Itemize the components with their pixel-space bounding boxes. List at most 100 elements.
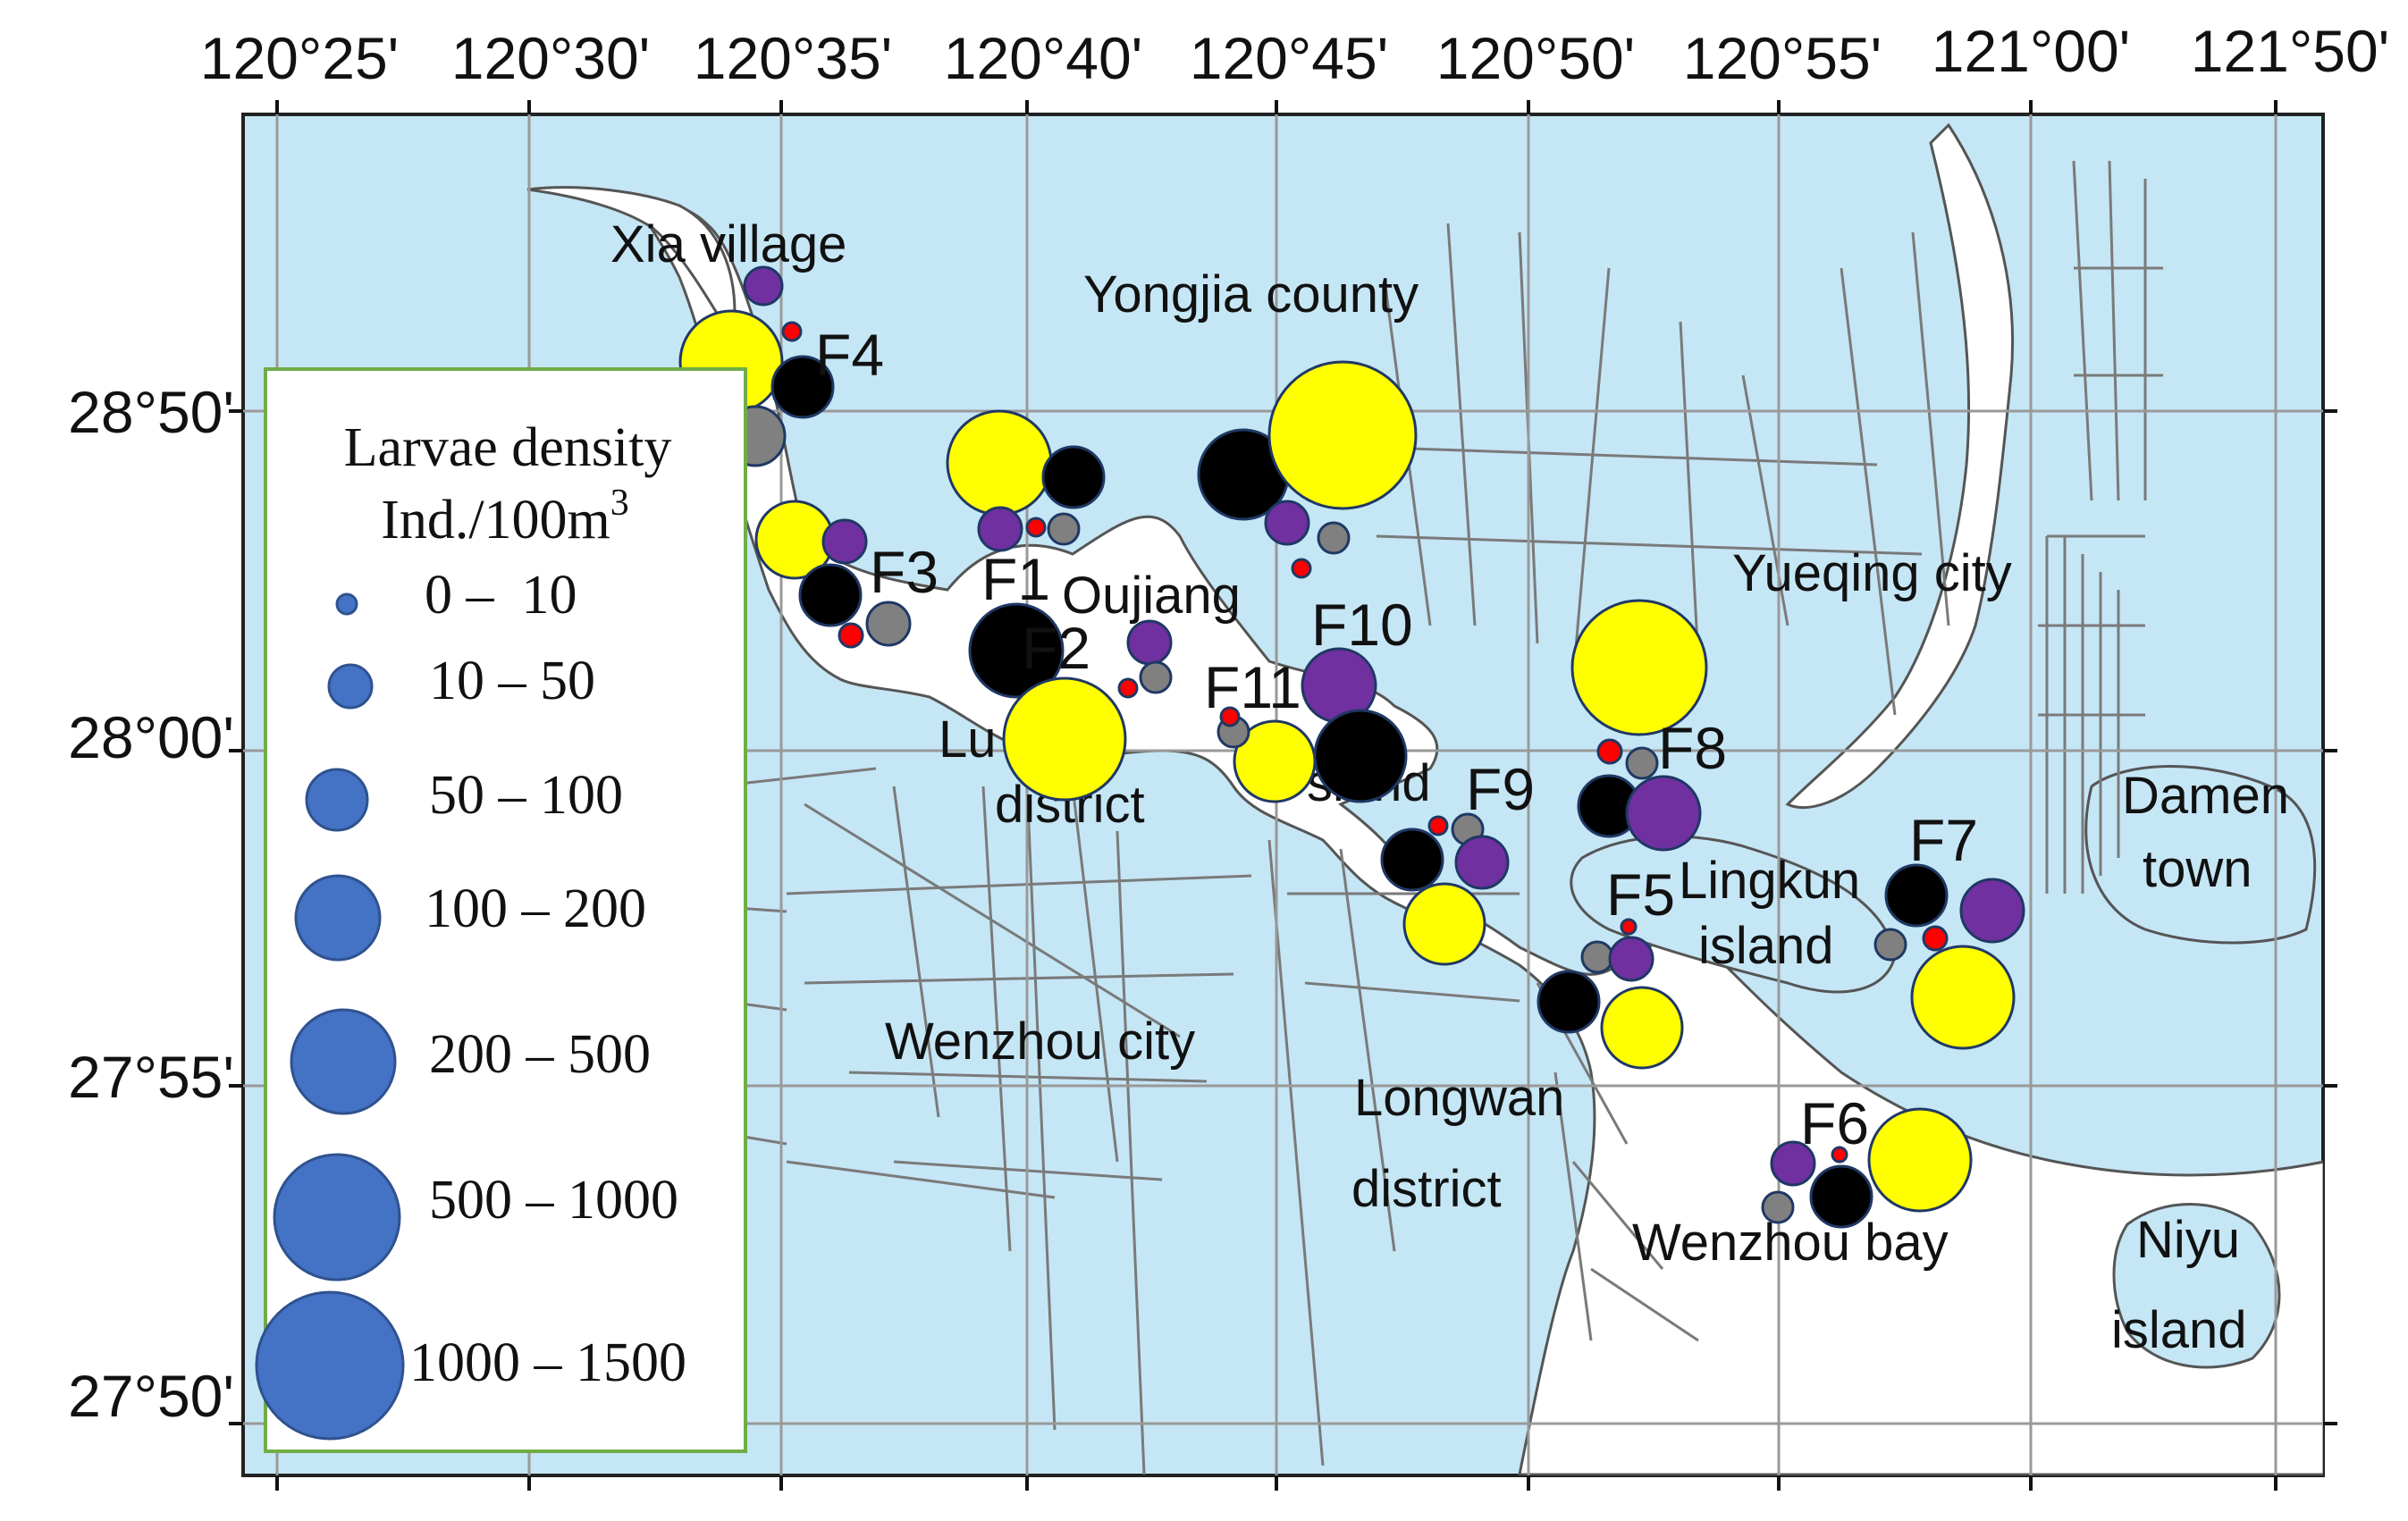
- legend-class-label: 50 – 100: [429, 765, 623, 826]
- place-wenzhou-city: Wenzhou city: [885, 1013, 1195, 1071]
- station-label-f6: F6: [1800, 1090, 1869, 1156]
- density-circle-black: [1884, 863, 1949, 928]
- lon-label: 120°50': [1436, 25, 1636, 91]
- place-xia-village: Xia village: [610, 215, 846, 273]
- legend-symbol-500-1000: [273, 1153, 401, 1282]
- eastern-coast: [1785, 122, 2015, 810]
- place-longwan-1: Longwan: [1354, 1069, 1564, 1127]
- station-label-f9: F9: [1466, 756, 1535, 822]
- legend-symbol-10-50: [327, 663, 374, 710]
- density-circle-red: [1620, 918, 1638, 936]
- density-circle-black: [1380, 828, 1444, 892]
- legend-symbol-50-100: [305, 768, 369, 832]
- place-oujiang: Oujiang: [1062, 567, 1241, 625]
- lon-label: 120°30': [451, 25, 651, 91]
- density-circle-red: [838, 622, 864, 649]
- longitude-labels: 120°25' 120°30' 120°35' 120°40' 120°45' …: [200, 18, 2390, 91]
- density-circle-yellow: [1002, 676, 1127, 802]
- density-circle-purple: [1625, 775, 1702, 852]
- density-circle-yellow: [1910, 945, 2016, 1050]
- density-circle-purple: [1264, 500, 1310, 546]
- lon-label: 120°25': [200, 25, 400, 91]
- density-circle-yellow: [1570, 599, 1708, 736]
- damen-island-shape: [2084, 765, 2317, 945]
- density-circle-yellow: [946, 409, 1053, 517]
- legend-title: Larvae density: [344, 417, 672, 478]
- station-label-f7: F7: [1909, 807, 1978, 873]
- lon-label: 120°45': [1190, 25, 1389, 91]
- density-circle-red: [781, 321, 803, 342]
- legend-symbol-0-10: [335, 592, 358, 616]
- density-circle-black: [770, 355, 835, 419]
- density-circle-purple: [977, 506, 1023, 552]
- place-wenzhou-bay: Wenzhou bay: [1632, 1214, 1949, 1272]
- legend-class-label: 200 – 500: [429, 1024, 651, 1085]
- station-label-f2: F2: [1022, 615, 1090, 681]
- density-circle-purple: [1770, 1140, 1816, 1187]
- density-circle-red: [1831, 1146, 1848, 1164]
- legend-class-label: 10 – 50: [429, 651, 595, 711]
- place-niyu-2: island: [2111, 1301, 2247, 1359]
- lon-label: 120°55': [1683, 25, 1882, 91]
- legend-symbol-100-200: [294, 874, 382, 962]
- density-circle-red: [1427, 815, 1449, 836]
- density-circle-yellow: [1267, 360, 1418, 510]
- legend-class-label: 500 – 1000: [429, 1170, 678, 1231]
- density-circle-purple: [1959, 878, 2025, 944]
- lat-label: 27°55': [68, 1044, 234, 1110]
- place-yongjia-county: Yongjia county: [1083, 265, 1419, 324]
- density-circle-gray: [1580, 940, 1614, 974]
- density-circle-gray: [1139, 660, 1173, 694]
- place-damen-1: Damen: [2122, 767, 2289, 825]
- place-longwan-2: district: [1351, 1160, 1502, 1218]
- density-circle-black: [1313, 709, 1408, 803]
- density-circle-yellow: [1233, 719, 1317, 803]
- lon-label: 120°40': [944, 25, 1143, 91]
- density-circle-gray: [1047, 512, 1081, 546]
- density-circle-gray: [1761, 1190, 1795, 1224]
- density-circle-gray: [1317, 521, 1351, 555]
- density-circle-black: [968, 602, 1065, 699]
- density-circle-purple: [821, 518, 868, 565]
- place-damen-2: town: [2143, 840, 2252, 898]
- density-circle-black: [1537, 970, 1601, 1034]
- density-circle-yellow: [1867, 1107, 1973, 1213]
- station-label-f1: F1: [981, 546, 1050, 612]
- legend: Larvae density Ind./100m3 0 – 10 10 – 50…: [255, 367, 747, 1453]
- legend-unit: Ind./100m3: [381, 483, 629, 550]
- density-circle-red: [1117, 677, 1139, 699]
- place-lingkun-2: island: [1698, 917, 1834, 975]
- density-circle-black: [1041, 445, 1106, 509]
- density-circle-purple: [1126, 619, 1173, 666]
- legend-class-label: 1000 – 1500: [409, 1332, 686, 1393]
- legend-unit-base: Ind./100m: [381, 490, 610, 550]
- lat-label: 28°50': [68, 379, 234, 445]
- density-circle-yellow: [1600, 986, 1684, 1070]
- density-circle-red: [1922, 925, 1949, 952]
- lon-label: 121°50': [2191, 18, 2390, 84]
- station-label-f11: F11: [1204, 654, 1301, 720]
- density-circle-black: [1809, 1164, 1873, 1229]
- density-circle-purple: [1454, 835, 1510, 890]
- lat-label: 27°50': [68, 1363, 234, 1429]
- legend-class-label: 100 – 200: [425, 878, 646, 939]
- lat-label: 28°00': [68, 704, 234, 770]
- density-circle-yellow: [1402, 882, 1486, 966]
- niyu-island-shape: [2112, 1203, 2281, 1369]
- density-circle-purple: [1608, 936, 1654, 982]
- place-niyu-1: Niyu: [2136, 1211, 2240, 1269]
- place-yueqing-city: Yueqing city: [1732, 544, 2012, 602]
- density-circle-gray: [865, 601, 912, 647]
- station-label-f3: F3: [870, 539, 939, 605]
- station-label-f5: F5: [1606, 861, 1675, 928]
- station-label-f10: F10: [1311, 592, 1413, 658]
- legend-symbol-1000-1500: [255, 1290, 405, 1441]
- density-circle-gray: [1625, 746, 1659, 780]
- legend-unit-sup: 3: [610, 483, 629, 524]
- density-circle-red: [1596, 738, 1623, 765]
- density-circles: [678, 265, 2025, 1229]
- lon-label: 120°35': [694, 25, 893, 91]
- station-labels: F4 F3 F1 F2 F10 F11 F9 F8 F5 F7 F6: [815, 322, 1978, 1156]
- axis-ticks: [229, 100, 2337, 1491]
- density-circle-red: [1219, 706, 1241, 727]
